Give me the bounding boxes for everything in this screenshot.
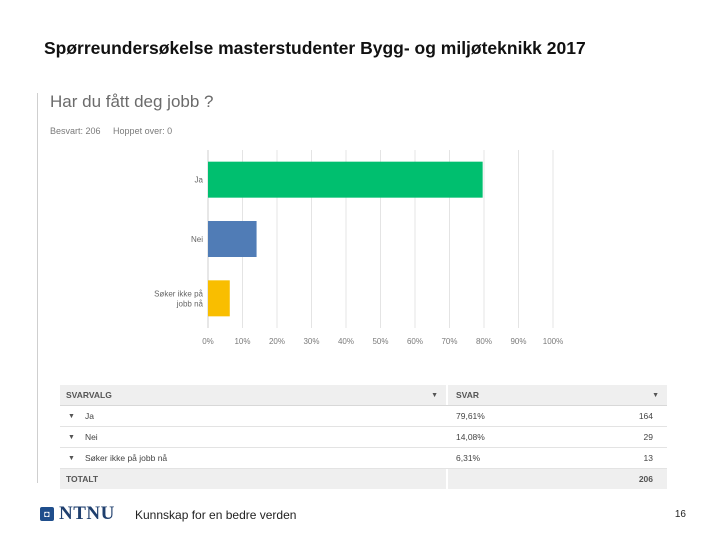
header-answer[interactable]: SVAR ▼ <box>446 385 667 405</box>
row-label: Ja <box>84 411 94 421</box>
bar-chart: 0% 10% 20% 30% 40% 50% 60% 70% 80% 90% 100% Ja Nei Sø… <box>154 150 563 346</box>
row-label: Søker ikke på jobb nå <box>84 453 168 463</box>
total-count: 206 <box>638 474 653 484</box>
x-tick-label: 40% <box>338 337 354 346</box>
table-row[interactable]: ▼ Nei 14,08% 29 <box>60 427 667 448</box>
expand-caret-icon[interactable]: ▼ <box>68 454 75 462</box>
ntnu-logo-icon: ◘ <box>40 507 54 521</box>
category-label: jobb nå <box>176 299 204 308</box>
table-row[interactable]: ▼ Søker ikke på jobb nå 6,31% 13 <box>60 448 667 469</box>
x-tick-label: 90% <box>510 337 526 346</box>
row-count: 164 <box>638 411 653 421</box>
x-tick-label: 30% <box>303 337 319 346</box>
row-percent: 14,08% <box>456 432 485 442</box>
skipped-count: Hoppet over: 0 <box>113 126 173 136</box>
logo-text: NTNU <box>59 503 115 524</box>
sort-caret-icon[interactable]: ▼ <box>431 391 438 399</box>
left-divider <box>37 93 38 483</box>
header-choice-label: SVARVALG <box>66 390 112 400</box>
row-percent: 6,31% <box>456 453 481 463</box>
x-tick-label: 80% <box>476 337 492 346</box>
category-label: Nei <box>191 235 203 244</box>
category-label: Søker ikke på <box>154 289 203 298</box>
sort-caret-icon[interactable]: ▼ <box>652 391 659 399</box>
x-tick-label: 60% <box>407 337 423 346</box>
row-label: Nei <box>84 432 98 442</box>
footer-tagline: Kunnskap for en bedre verden <box>135 508 297 522</box>
page-number: 16 <box>674 509 686 520</box>
table-header-row: SVARVALG ▼ SVAR ▼ <box>60 385 667 406</box>
response-stats: Besvart: 206 Hoppet over: 0 <box>50 126 182 136</box>
x-tick-label: 100% <box>543 337 563 346</box>
x-tick-label: 50% <box>372 337 388 346</box>
row-count: 29 <box>643 432 653 442</box>
slide-title: Spørreundersøkelse masterstudenter Bygg-… <box>44 38 586 58</box>
x-tick-label: 10% <box>234 337 250 346</box>
header-choice[interactable]: SVARVALG ▼ <box>60 385 446 405</box>
bar-3 <box>208 280 230 317</box>
x-tick-label: 20% <box>269 337 285 346</box>
category-label: Ja <box>195 176 204 185</box>
table-total-row: TOTALT 206 <box>60 469 667 489</box>
x-tick-label: 70% <box>441 337 457 346</box>
bar-1 <box>208 161 483 198</box>
answered-count: Besvart: 206 <box>50 126 101 136</box>
expand-caret-icon[interactable]: ▼ <box>68 412 75 420</box>
ntnu-logo[interactable]: ◘ NTNU <box>40 503 115 525</box>
question-title: Har du fått deg jobb ? <box>50 92 214 111</box>
expand-caret-icon[interactable]: ▼ <box>68 433 75 441</box>
row-count: 13 <box>643 453 653 463</box>
row-percent: 79,61% <box>456 411 485 421</box>
table-row[interactable]: ▼ Ja 79,61% 164 <box>60 406 667 427</box>
results-table: SVARVALG ▼ SVAR ▼ ▼ Ja 79,61% 164 ▼ Nei 14,… <box>60 385 667 489</box>
total-label: TOTALT <box>66 474 99 484</box>
bar-2 <box>208 221 257 257</box>
header-answer-label: SVAR <box>456 390 479 400</box>
x-tick-label: 0% <box>202 337 214 346</box>
